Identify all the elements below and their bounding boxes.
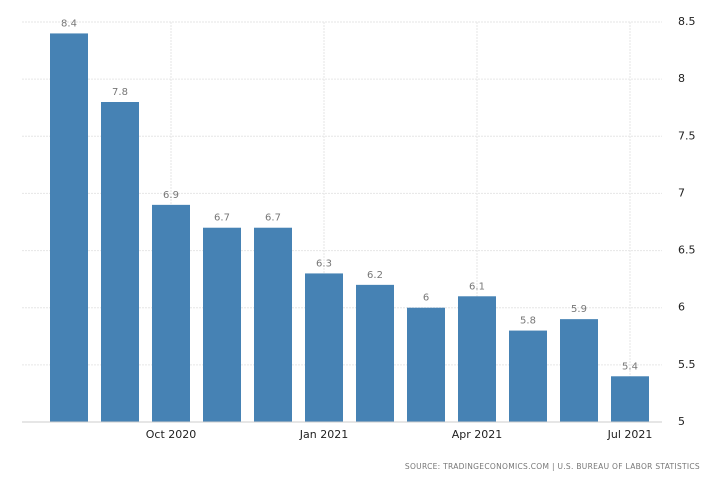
y-tick-label: 8.5 [678, 15, 696, 28]
x-tick-label: Apr 2021 [452, 428, 503, 441]
value-label: 5.9 [571, 304, 587, 315]
value-label: 8.4 [61, 18, 77, 29]
value-label: 6.7 [214, 213, 230, 224]
value-label: 6.3 [316, 258, 332, 269]
value-label: 6.9 [163, 190, 179, 201]
value-label: 5.4 [622, 361, 638, 372]
y-tick-label: 6.5 [678, 244, 696, 257]
x-tick-label: Jul 2021 [607, 428, 653, 441]
x-tick-label: Oct 2020 [146, 428, 197, 441]
y-tick-label: 8 [678, 72, 685, 85]
y-tick-label: 6 [678, 301, 685, 314]
value-label: 6 [423, 293, 429, 304]
value-label: 6.2 [367, 270, 383, 281]
value-label: 6.7 [265, 213, 281, 224]
value-label: 7.8 [112, 87, 128, 98]
bar [50, 33, 88, 423]
bar [509, 330, 547, 422]
bar [407, 307, 445, 422]
y-tick-label: 7.5 [678, 129, 696, 142]
source: SOURCE: TRADINGECONOMICS.COM | U.S. BURE… [405, 462, 700, 471]
bar [611, 376, 649, 422]
bar [458, 296, 496, 422]
value-label: 5.8 [520, 316, 536, 327]
x-tick-label: Jan 2021 [299, 428, 348, 441]
bar [305, 273, 343, 422]
bar [560, 319, 598, 422]
y-tick-label: 5 [678, 415, 685, 428]
value-label: 6.1 [469, 281, 485, 292]
bar [101, 102, 139, 422]
bar [254, 227, 292, 422]
y-tick-label: 5.5 [678, 358, 696, 371]
bar [152, 204, 190, 422]
bar [356, 284, 394, 422]
bar [203, 227, 241, 422]
y-tick-label: 7 [678, 186, 685, 199]
